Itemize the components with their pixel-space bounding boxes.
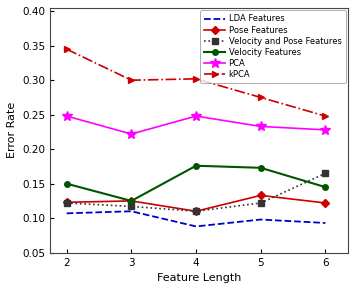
PCA (129, 132, 133, 136)
kPCA (258, 96, 263, 99)
Line: Pose Features: Pose Features (64, 193, 328, 214)
LDA Features (194, 225, 198, 228)
kPCA (323, 114, 328, 118)
Pose Features (194, 209, 198, 213)
Velocity Features (194, 164, 198, 168)
PCA (194, 114, 198, 118)
Line: Velocity Features: Velocity Features (64, 163, 328, 204)
Velocity and Pose Features (65, 201, 69, 205)
Line: Velocity and Pose Features: Velocity and Pose Features (64, 171, 328, 214)
Velocity Features (65, 182, 69, 185)
Velocity and Pose Features (323, 172, 328, 175)
Velocity and Pose Features (194, 209, 198, 213)
Line: PCA: PCA (62, 111, 330, 139)
Velocity and Pose Features (129, 205, 133, 208)
Line: kPCA: kPCA (63, 46, 329, 119)
LDA Features (65, 212, 69, 215)
Pose Features (323, 201, 328, 205)
Line: LDA Features: LDA Features (67, 211, 326, 226)
LDA Features (258, 218, 263, 221)
PCA (323, 128, 328, 132)
Pose Features (258, 194, 263, 197)
Velocity Features (129, 199, 133, 203)
LDA Features (129, 209, 133, 213)
Y-axis label: Error Rate: Error Rate (7, 102, 17, 158)
Legend: LDA Features, Pose Features, Velocity and Pose Features, Velocity Features, PCA,: LDA Features, Pose Features, Velocity an… (200, 10, 345, 83)
kPCA (129, 79, 133, 82)
kPCA (65, 48, 69, 51)
PCA (65, 114, 69, 118)
LDA Features (323, 221, 328, 225)
kPCA (194, 77, 198, 81)
X-axis label: Feature Length: Feature Length (157, 273, 241, 283)
Velocity Features (258, 166, 263, 170)
Velocity Features (323, 185, 328, 189)
Velocity and Pose Features (258, 201, 263, 205)
Pose Features (65, 201, 69, 204)
PCA (258, 125, 263, 128)
Pose Features (129, 199, 133, 203)
